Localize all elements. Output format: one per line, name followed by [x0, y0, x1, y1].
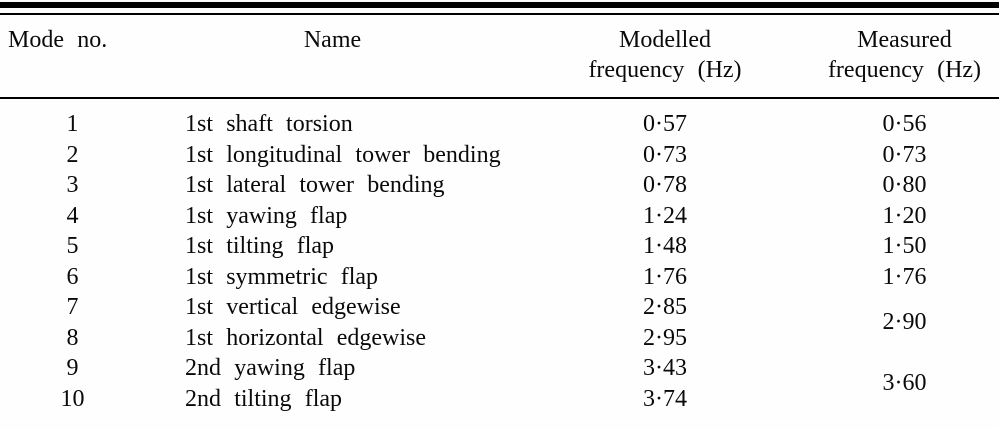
mode-cell: 3 [66, 172, 79, 198]
table-row: 10 2nd tilting flap 3·74 [0, 384, 999, 415]
name-cell: 1st shaft torsion [185, 111, 353, 137]
modelled-cell: 1·48 [643, 233, 687, 259]
measured-cell: 1·50 [882, 233, 927, 259]
col-header-name: Name [145, 15, 520, 99]
modelled-cell: 0·78 [643, 172, 687, 198]
table-row: 4 1st yawing flap 1·24 1·20 [0, 201, 999, 232]
modelled-cell: 2·95 [643, 324, 687, 351]
measured-cell: 1·20 [882, 202, 927, 229]
table-row: 9 2nd yawing flap 3·43 3·60 [0, 353, 999, 396]
mode-cell: 10 [60, 385, 85, 412]
mode-cell: 4 [66, 202, 79, 229]
mode-cell: 6 [66, 263, 79, 290]
table-row: 1 1st shaft torsion 0·57 0·56 [0, 98, 999, 140]
table-body: 1 1st shaft torsion 0·57 0·56 2 1st long… [0, 98, 999, 414]
measured-cell: 0·80 [882, 172, 927, 198]
mode-cell: 1 [66, 111, 79, 137]
modelled-cell: 0·57 [643, 111, 687, 137]
col-header-mode-no: Mode no. [0, 15, 145, 99]
col-header-modelled-frequency: Modelled frequency (Hz) [520, 15, 810, 99]
mode-cell: 2 [66, 141, 79, 168]
table-row: 5 1st tilting flap 1·48 1·50 [0, 231, 999, 262]
mode-cell: 8 [66, 324, 79, 351]
modal-frequencies-table: Mode no. Name Modelled frequency (Hz) Me… [0, 15, 999, 414]
modelled-cell: 3·43 [643, 355, 687, 381]
mode-cell: 5 [66, 233, 79, 259]
name-cell: 1st lateral tower bending [185, 172, 445, 198]
header-row: Mode no. Name Modelled frequency (Hz) Me… [0, 15, 999, 99]
name-cell: 1st vertical edgewise [185, 294, 401, 320]
table-row: 8 1st horizontal edgewise 2·95 [0, 323, 999, 354]
mode-cell: 9 [66, 355, 79, 381]
name-cell: 1st symmetric flap [185, 263, 379, 290]
modelled-cell: 0·73 [643, 141, 687, 168]
table-row: 7 1st vertical edgewise 2·85 2·90 [0, 292, 999, 335]
measured-cell-merged: 3·60 [882, 370, 927, 397]
measured-cell-merged: 2·90 [882, 309, 927, 336]
modelled-cell: 3·74 [643, 385, 687, 412]
modelled-cell: 2·85 [643, 294, 687, 320]
name-cell: 1st horizontal edgewise [185, 324, 427, 351]
measured-cell: 0·56 [882, 111, 927, 137]
measured-cell: 1·76 [882, 263, 927, 290]
table-header: Mode no. Name Modelled frequency (Hz) Me… [0, 15, 999, 99]
table-row: 3 1st lateral tower bending 0·78 0·80 [0, 170, 999, 201]
table-top-rule-thick [0, 2, 999, 8]
modelled-cell: 1·76 [643, 263, 687, 290]
name-cell: 1st longitudinal tower bending [185, 141, 501, 168]
table-row: 2 1st longitudinal tower bending 0·73 0·… [0, 140, 999, 171]
name-cell: 2nd tilting flap [185, 385, 343, 412]
table-top-rule-thin [0, 13, 999, 15]
name-cell: 1st yawing flap [185, 202, 348, 229]
name-cell: 2nd yawing flap [185, 355, 356, 381]
name-cell: 1st tilting flap [185, 233, 335, 259]
col-header-measured-frequency: Measured frequency (Hz) [810, 15, 999, 99]
measured-cell: 0·73 [882, 141, 927, 168]
mode-cell: 7 [66, 294, 79, 320]
modelled-cell: 1·24 [643, 202, 687, 229]
table-row: 6 1st symmetric flap 1·76 1·76 [0, 262, 999, 293]
